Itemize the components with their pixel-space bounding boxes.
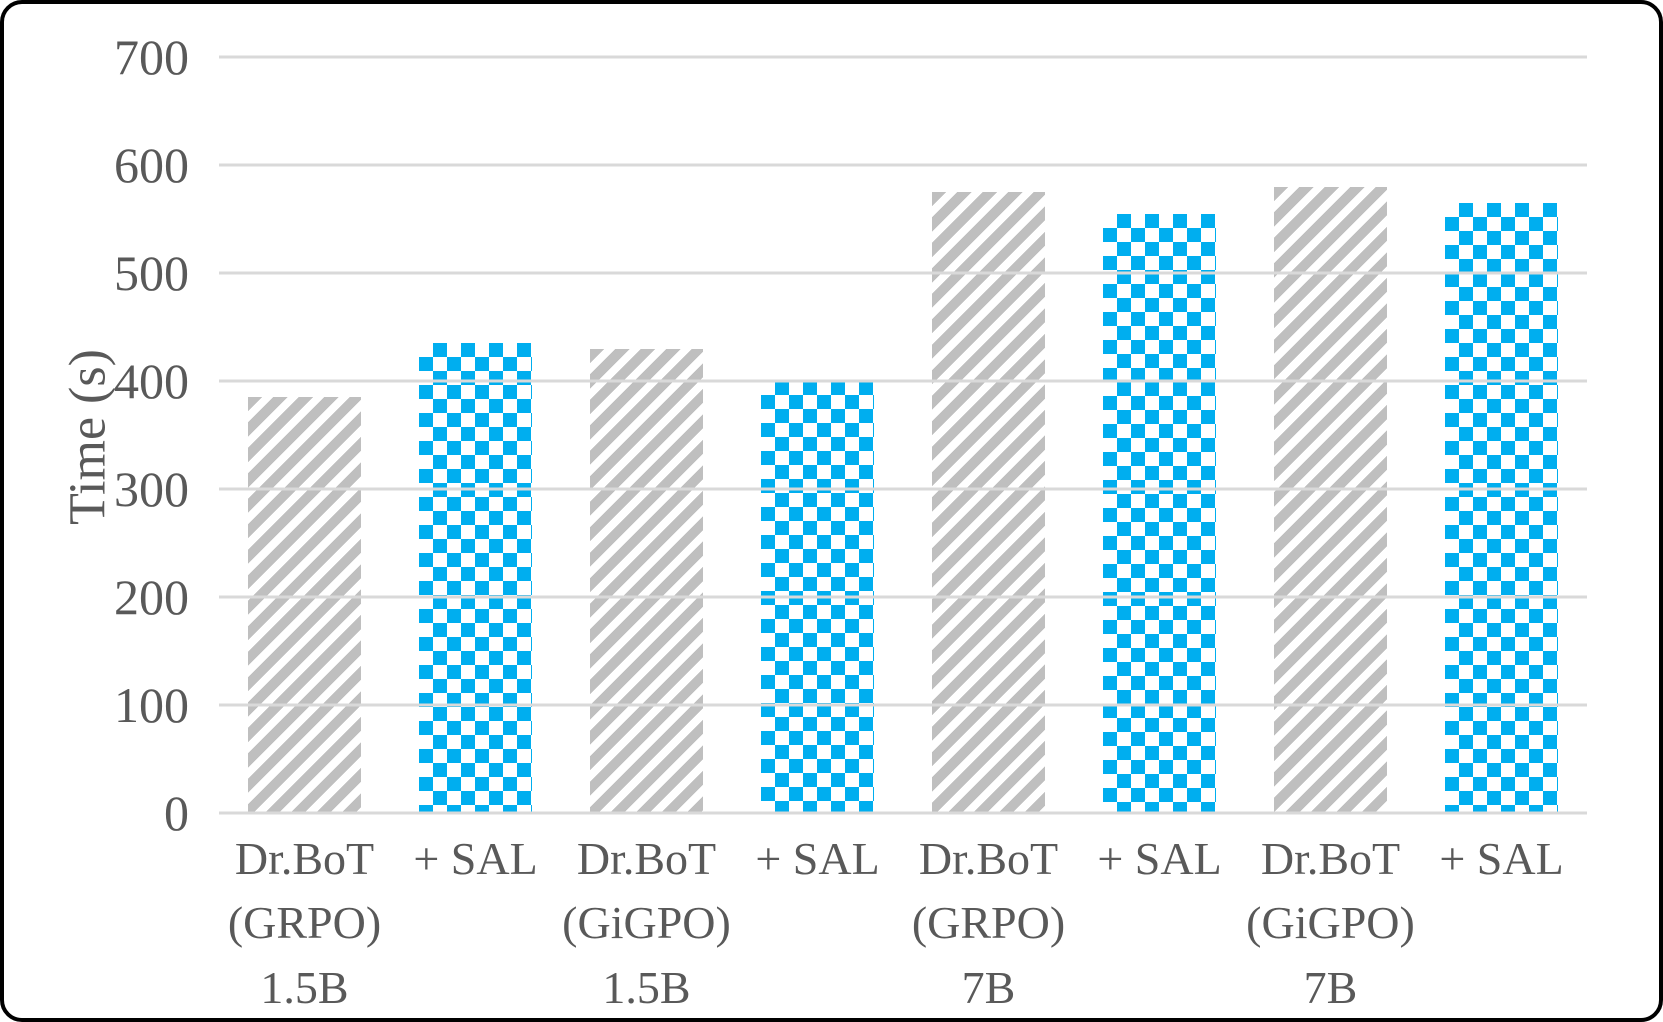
y-tick-label-200: 200 [114, 569, 189, 625]
plot-area: Dr.BoT (GRPO) 1.5B + SAL Dr.BoT (GiGPO) 1.… [114, 32, 1587, 1013]
gridline-700 [219, 55, 1587, 59]
bar-0 [248, 397, 361, 813]
gridline-100 [219, 703, 1587, 707]
gridline-400 [219, 379, 1587, 383]
bar-slot-3: + SAL [732, 57, 903, 884]
bar-slot-5: + SAL [1074, 57, 1245, 884]
bar-4 [932, 192, 1045, 813]
bar-1 [419, 343, 532, 813]
bar-slot-0: Dr.BoT (GRPO) 1.5B [219, 57, 390, 1013]
category-label-0: Dr.BoT (GRPO) 1.5B [227, 833, 382, 1013]
y-tick-label-100: 100 [114, 677, 189, 733]
bar-slot-4: Dr.BoT (GRPO) 7B [903, 57, 1074, 1013]
bar-7 [1445, 202, 1558, 813]
category-label-2: Dr.BoT (GiGPO) 1.5B [562, 833, 731, 1013]
bar-2 [590, 348, 703, 813]
y-tick-label-500: 500 [114, 245, 189, 301]
gridline-600 [219, 163, 1587, 167]
category-label-4: Dr.BoT (GRPO) 7B [911, 833, 1066, 1013]
y-axis-title: Time (s) [59, 349, 117, 525]
category-label-6: Dr.BoT (GiGPO) 7B [1246, 833, 1415, 1013]
y-tick-label-0: 0 [164, 785, 189, 841]
y-tick-label-700: 700 [114, 29, 189, 85]
bar-slot-2: Dr.BoT (GiGPO) 1.5B [561, 57, 732, 1013]
gridline-200 [219, 595, 1587, 599]
category-label-7: + SAL [1439, 833, 1564, 884]
bar-5 [1103, 213, 1216, 813]
bars-row: Dr.BoT (GRPO) 1.5B + SAL Dr.BoT (GiGPO) 1.… [219, 57, 1587, 1013]
gridline-300 [219, 487, 1587, 491]
y-tick-label-400: 400 [114, 353, 189, 409]
category-label-5: + SAL [1097, 833, 1222, 884]
bar-slot-6: Dr.BoT (GiGPO) 7B [1245, 57, 1416, 1013]
bar-slot-7: + SAL [1416, 57, 1587, 884]
bar-slot-1: + SAL [390, 57, 561, 884]
gridline-500 [219, 271, 1587, 275]
y-tick-label-300: 300 [114, 461, 189, 517]
gridline-0 [219, 811, 1587, 815]
bar-6 [1274, 186, 1387, 813]
y-tick-label-600: 600 [114, 137, 189, 193]
category-label-1: + SAL [413, 833, 538, 884]
category-label-3: + SAL [755, 833, 880, 884]
